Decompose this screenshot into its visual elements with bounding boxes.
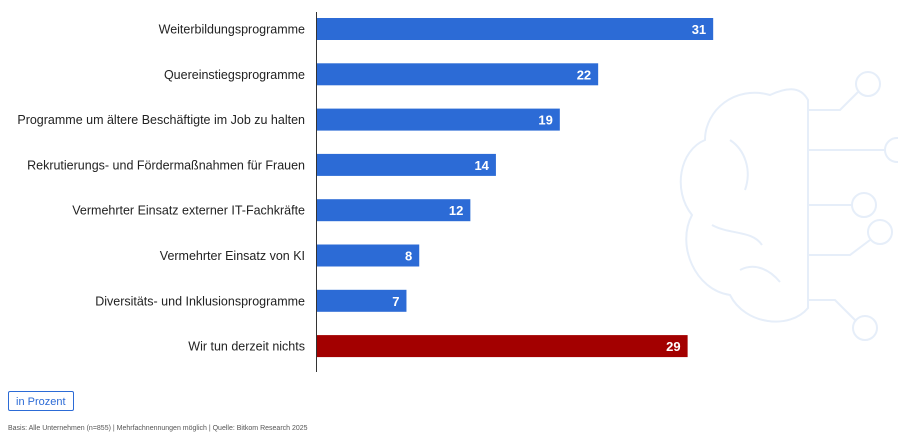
value-label: 8 <box>405 249 412 264</box>
bars-layer: Weiterbildungsprogramme 31 Quereinstiegspr… <box>17 18 714 358</box>
value-label: 19 <box>538 113 552 128</box>
bar <box>317 244 420 267</box>
brain-circuit-icon <box>679 71 898 341</box>
bar <box>317 335 688 358</box>
bar <box>317 108 560 131</box>
unit-label: in Prozent <box>8 391 74 411</box>
value-label: 12 <box>449 203 463 218</box>
category-label: Vermehrter Einsatz von KI <box>160 249 305 263</box>
value-label: 7 <box>392 294 399 309</box>
category-label: Diversitäts- und Inklusionsprogramme <box>95 294 305 308</box>
value-label: 14 <box>474 158 489 173</box>
bar <box>317 153 496 176</box>
bar <box>317 289 407 312</box>
value-label: 22 <box>577 67 591 82</box>
bar-chart: Weiterbildungsprogramme 31 Quereinstiegspr… <box>17 12 898 372</box>
category-label: Vermehrter Einsatz externer IT-Fachkräft… <box>72 204 305 218</box>
category-label: Weiterbildungsprogramme <box>159 23 305 37</box>
value-label: 31 <box>692 22 706 37</box>
bar <box>317 63 599 86</box>
value-label: 29 <box>666 339 680 354</box>
bar <box>317 199 471 222</box>
bar <box>317 18 714 40</box>
category-label: Wir tun derzeit nichts <box>188 340 305 354</box>
source-footnote: Basis: Alle Unternehmen (n=855) | Mehrfa… <box>8 425 308 432</box>
category-label: Rekrutierungs- und Fördermaßnahmen für F… <box>27 158 305 172</box>
category-label: Programme um ältere Beschäftigte im Job … <box>17 113 305 127</box>
category-label: Quereinstiegsprogramme <box>164 68 305 82</box>
